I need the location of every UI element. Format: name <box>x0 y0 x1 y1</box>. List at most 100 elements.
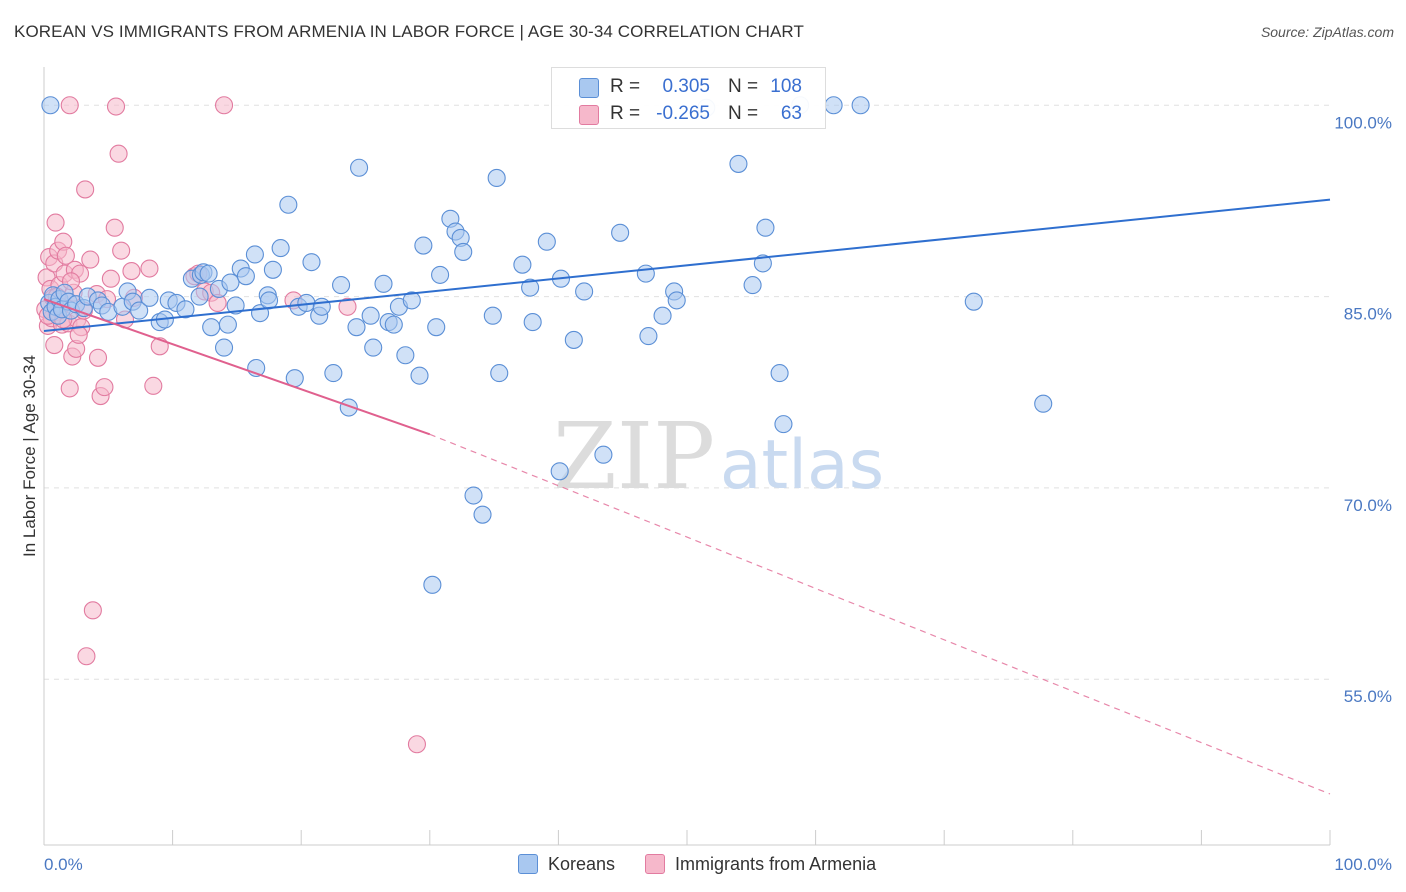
armenia-point <box>81 250 100 269</box>
y-tick-label-70: 70.0% <box>1344 496 1392 515</box>
stats-r-value: -0.265 <box>656 103 710 124</box>
korean-point <box>374 274 393 293</box>
korean-point <box>667 291 686 310</box>
korean-point <box>851 96 870 115</box>
korean-point <box>130 301 149 320</box>
korean-point <box>537 232 556 251</box>
korean-point <box>140 288 159 307</box>
stats-swatch-korean <box>579 78 599 98</box>
armenia-point <box>60 96 79 115</box>
korean-point <box>575 282 594 301</box>
korean-point <box>964 292 983 311</box>
stats-r-value: 0.305 <box>662 76 710 97</box>
armenia-point <box>106 97 126 116</box>
korean-point <box>523 313 542 332</box>
korean-point <box>423 575 442 594</box>
stats-row-korean: R = 0.305 N = 108 <box>552 74 825 100</box>
y-tick-label-55: 55.0% <box>1344 687 1392 706</box>
armenia-point <box>214 96 234 115</box>
korean-point <box>396 346 415 365</box>
legend-label-armenia: Immigrants from Armenia <box>675 853 877 874</box>
stats-n-label: N = <box>728 76 759 97</box>
korean-point <box>214 338 234 357</box>
legend: Koreans Immigrants from Armenia <box>518 852 906 876</box>
korean-point <box>564 330 583 349</box>
korean-point <box>1034 394 1053 413</box>
armenia-point <box>101 269 120 288</box>
armenia-point <box>76 180 95 199</box>
korean-point <box>483 306 502 325</box>
korean-point <box>236 267 255 286</box>
stats-swatch-armenia <box>579 105 599 125</box>
korean-point <box>636 264 655 283</box>
korean-point <box>464 486 483 505</box>
korean-trend-line <box>43 198 1331 333</box>
korean-point <box>653 306 672 325</box>
korean-point <box>312 297 331 316</box>
korean-point <box>332 276 351 295</box>
legend-swatch-armenia <box>645 854 666 874</box>
korean-point <box>431 265 450 284</box>
x-tick-label-max: 100.0% <box>1334 855 1392 874</box>
korean-point <box>347 318 366 337</box>
korean-point <box>226 296 245 315</box>
korean-point <box>271 239 290 258</box>
korean-point <box>221 273 240 292</box>
korean-point <box>753 254 772 273</box>
korean-point <box>473 505 492 524</box>
armenia-point <box>109 144 128 163</box>
armenia-points <box>36 96 426 754</box>
armenia-trend-line-extended <box>429 433 1331 795</box>
armenia-point <box>112 241 131 260</box>
armenia-point <box>83 601 102 620</box>
legend-item-armenia[interactable]: Immigrants from Armenia <box>645 854 876 875</box>
korean-point <box>361 306 380 325</box>
korean-point <box>756 218 775 237</box>
korean-point <box>263 260 282 279</box>
armenia-point <box>46 213 65 232</box>
armenia-point <box>60 379 79 398</box>
korean-point <box>279 195 298 214</box>
armenia-point <box>140 259 159 278</box>
korean-point <box>402 291 421 310</box>
trend-lines <box>43 198 1331 795</box>
grid-lines <box>44 104 1330 680</box>
korean-point <box>774 415 793 434</box>
armenia-point <box>338 297 357 316</box>
korean-point <box>245 245 264 264</box>
legend-item-korean[interactable]: Koreans <box>518 854 615 875</box>
chart-title: KOREAN VS IMMIGRANTS FROM ARMENIA IN LAB… <box>14 22 804 41</box>
korean-point <box>611 223 630 242</box>
legend-label-korean: Koreans <box>548 853 616 874</box>
armenia-point <box>407 735 426 754</box>
korean-point <box>513 255 532 274</box>
korean-point <box>41 96 60 115</box>
korean-points <box>40 96 1053 594</box>
korean-point <box>770 364 789 383</box>
stats-n-value: 108 <box>770 76 802 97</box>
armenia-trend-line <box>43 298 431 436</box>
korean-point <box>639 327 658 346</box>
korean-point <box>199 264 218 283</box>
korean-point <box>550 462 569 481</box>
korean-point <box>202 318 221 337</box>
x-axis-ticks <box>172 830 1331 845</box>
stats-box: R = 0.305 N = 108 R = -0.265 N = 63 <box>551 67 826 129</box>
korean-point <box>490 364 509 383</box>
stats-r-label: R = <box>610 76 641 97</box>
chart-source: Source: ZipAtlas.com <box>1260 24 1394 40</box>
stats-row-armenia: R = -0.265 N = 63 <box>552 101 825 127</box>
korean-point <box>190 287 209 306</box>
korean-point <box>521 278 540 297</box>
korean-point <box>729 154 748 173</box>
korean-point <box>339 398 358 417</box>
korean-point <box>302 253 321 272</box>
y-axis-tick-labels: 55.0% 70.0% 85.0% 100.0% <box>1334 113 1392 706</box>
korean-point <box>487 168 506 188</box>
y-tick-label-100: 100.0% <box>1334 113 1392 132</box>
stats-r-label: R = <box>610 103 641 124</box>
korean-point <box>410 366 429 385</box>
armenia-point <box>122 262 141 281</box>
x-tick-label-min: 0.0% <box>44 855 83 874</box>
